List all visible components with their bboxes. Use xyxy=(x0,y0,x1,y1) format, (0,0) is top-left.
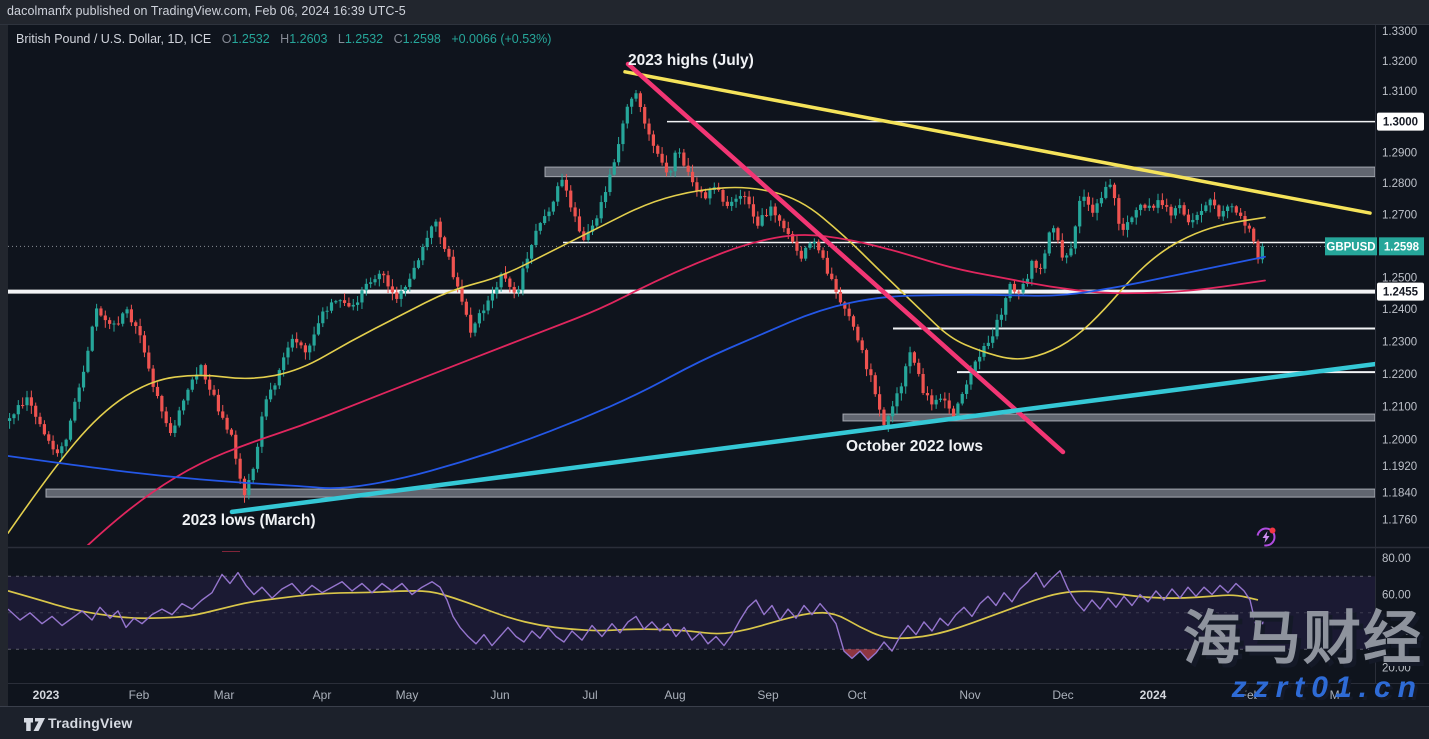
resistance-zone-128 xyxy=(544,166,1375,178)
time-tick: Feb xyxy=(129,688,150,702)
time-tick: Jun xyxy=(490,688,509,702)
price-tick: 1.1840 xyxy=(1382,488,1417,500)
time-tick: May xyxy=(396,688,419,702)
high-label: H xyxy=(280,32,290,46)
time-axis[interactable]: 2023 Feb Mar Apr May Jun Jul Aug Sep Oct Nov Dec 202… xyxy=(33,688,1351,702)
rsi-ma-line xyxy=(8,590,1259,640)
time-tick: Nov xyxy=(959,688,980,702)
symbol-header: British Pound / U.S. Dollar, 1D, ICE O1.… xyxy=(16,32,551,46)
price-tick: 1.3300 xyxy=(1382,26,1417,38)
support-zone-1205 xyxy=(842,413,1375,422)
ma-line-sma-100 xyxy=(86,234,1266,545)
footer-bar: TradingView xyxy=(0,706,1429,739)
time-tick: Feb xyxy=(1240,688,1261,702)
price-badge-1-2455: 1.2455 xyxy=(1377,282,1424,301)
close-label: C xyxy=(393,32,403,46)
annotation-0: 2023 highs (July) xyxy=(628,52,754,69)
tradingview-brand-text[interactable]: TradingView xyxy=(48,715,133,731)
time-tick: Sep xyxy=(757,688,779,702)
annotation-2: 2023 lows (March) xyxy=(182,512,316,529)
svg-text:1.3000: 1.3000 xyxy=(1383,117,1418,129)
open-value: 1.2532 xyxy=(231,32,270,46)
price-tick: 1.3100 xyxy=(1382,86,1417,98)
price-tick: 1.3200 xyxy=(1382,56,1417,68)
main-pane[interactable]: 2023 highs (July) October 2022 lows 2023 l… xyxy=(8,52,1375,564)
price-tick: 1.2800 xyxy=(1382,178,1417,190)
rsi-band xyxy=(8,576,1375,650)
time-tick: Oct xyxy=(848,688,867,702)
time-tick: Apr xyxy=(313,688,332,702)
rsi-tick: 60.00 xyxy=(1382,590,1411,602)
trendline-steep-decline-to-october-2022-lows[interactable] xyxy=(625,61,1066,455)
svg-text:1.2455: 1.2455 xyxy=(1383,287,1419,299)
price-axis[interactable]: 1.3300 1.3200 1.3100 1.3000 1.2900 1.2800 1.27… xyxy=(1325,26,1424,675)
annotation-1: October 2022 lows xyxy=(846,438,983,455)
price-tick: 1.2500 xyxy=(1382,272,1417,284)
rsi-overbought-mark xyxy=(222,551,240,552)
price-tick: 1.2200 xyxy=(1382,369,1417,381)
close-value: 1.2598 xyxy=(402,32,441,46)
ma-line-sma-50 xyxy=(8,186,1266,535)
symbol-title: British Pound / U.S. Dollar, 1D, ICE xyxy=(16,32,212,46)
rsi-pane[interactable] xyxy=(8,548,1375,661)
last-price-badge: GBPUSD 1.2598 xyxy=(1325,237,1424,256)
rsi-line xyxy=(8,570,1265,661)
open-label: O xyxy=(221,32,232,46)
trendline-ascending-support-from-2023-lows[interactable] xyxy=(229,361,1375,515)
tradingview-logo-icon[interactable] xyxy=(24,715,46,733)
rsi-tick: 40.00 xyxy=(1382,626,1411,638)
time-tick: Jul xyxy=(582,688,597,702)
change-value: +0.0066 (+0.53%) xyxy=(451,32,552,46)
rsi-tick: 20.00 xyxy=(1382,663,1411,675)
low-label: L xyxy=(337,32,345,46)
attribution-text: dacolmanfx published on TradingView.com,… xyxy=(7,4,406,18)
price-badge-1-3000: 1.3000 xyxy=(1377,112,1424,131)
price-tick: 1.1920 xyxy=(1382,461,1417,473)
svg-text:GBPUSD: GBPUSD xyxy=(1326,241,1375,253)
time-tick: Mar xyxy=(214,688,235,702)
flash-icon[interactable] xyxy=(1256,527,1276,547)
candles-layer xyxy=(8,90,1264,503)
ma-line-sma-200 xyxy=(8,255,1266,490)
time-tick: Dec xyxy=(1052,688,1073,702)
price-tick: 1.2300 xyxy=(1382,336,1417,348)
price-tick: 1.2900 xyxy=(1382,147,1417,159)
price-tick: 1.2100 xyxy=(1382,401,1417,413)
price-tick: 1.2000 xyxy=(1382,434,1417,446)
high-value: 1.2603 xyxy=(289,32,328,46)
price-tick: 1.2400 xyxy=(1382,304,1417,316)
svg-text:1.2598: 1.2598 xyxy=(1384,241,1420,253)
time-tick: Mar xyxy=(1330,688,1351,702)
time-tick: Aug xyxy=(664,688,685,702)
rsi-tick: 80.00 xyxy=(1382,553,1411,565)
time-tick: 2023 xyxy=(33,688,60,702)
price-tick: 1.2700 xyxy=(1382,209,1417,221)
support-zone-1184 xyxy=(45,488,1375,498)
trendline-descending-resistance-from-2023-highs[interactable] xyxy=(623,70,1372,215)
time-tick: 2024 xyxy=(1140,688,1167,702)
low-value: 1.2532 xyxy=(344,32,384,46)
price-tick: 1.1760 xyxy=(1382,515,1417,527)
